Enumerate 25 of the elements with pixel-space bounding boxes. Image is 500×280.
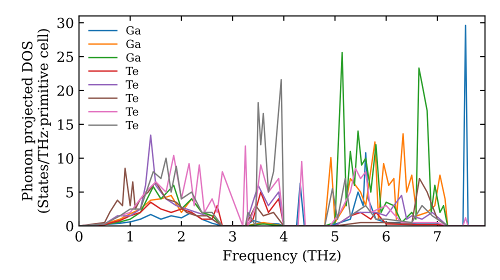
legend-label: Te: [126, 66, 138, 76]
legend-label: Te: [126, 121, 138, 130]
x-axis-title: Frequency (THz): [223, 250, 340, 264]
x-tick-label: 4: [280, 231, 288, 242]
legend-label: Te: [126, 94, 138, 102]
x-tick-label: 5: [332, 231, 338, 242]
legend-label: Te: [126, 107, 138, 116]
x-tick-label: 1: [127, 231, 133, 242]
y-tick-label: 25: [57, 52, 74, 62]
y-axis-title: Phonon projected DOS (States/THz·primitive cell): [22, 29, 51, 213]
x-tick-label: 6: [382, 231, 390, 242]
x-tick-label: 3: [229, 231, 236, 242]
legend-label: Ga: [126, 26, 141, 35]
y-tick-label: 30: [58, 18, 74, 28]
y-tick-label: 5: [66, 187, 74, 198]
x-tick-label: 7: [434, 231, 441, 242]
x-tick-label: 0: [75, 231, 82, 242]
y-tick-label: 0: [66, 220, 74, 232]
x-tick-label: 2: [178, 231, 184, 242]
legend-label: Ga: [126, 53, 141, 62]
y-tick-label: 15: [58, 119, 74, 130]
y-tick-label: 10: [58, 153, 74, 164]
y-tick-label: 20: [57, 85, 74, 96]
legend-label: Ga: [126, 40, 141, 48]
legend-label: Te: [126, 80, 138, 89]
